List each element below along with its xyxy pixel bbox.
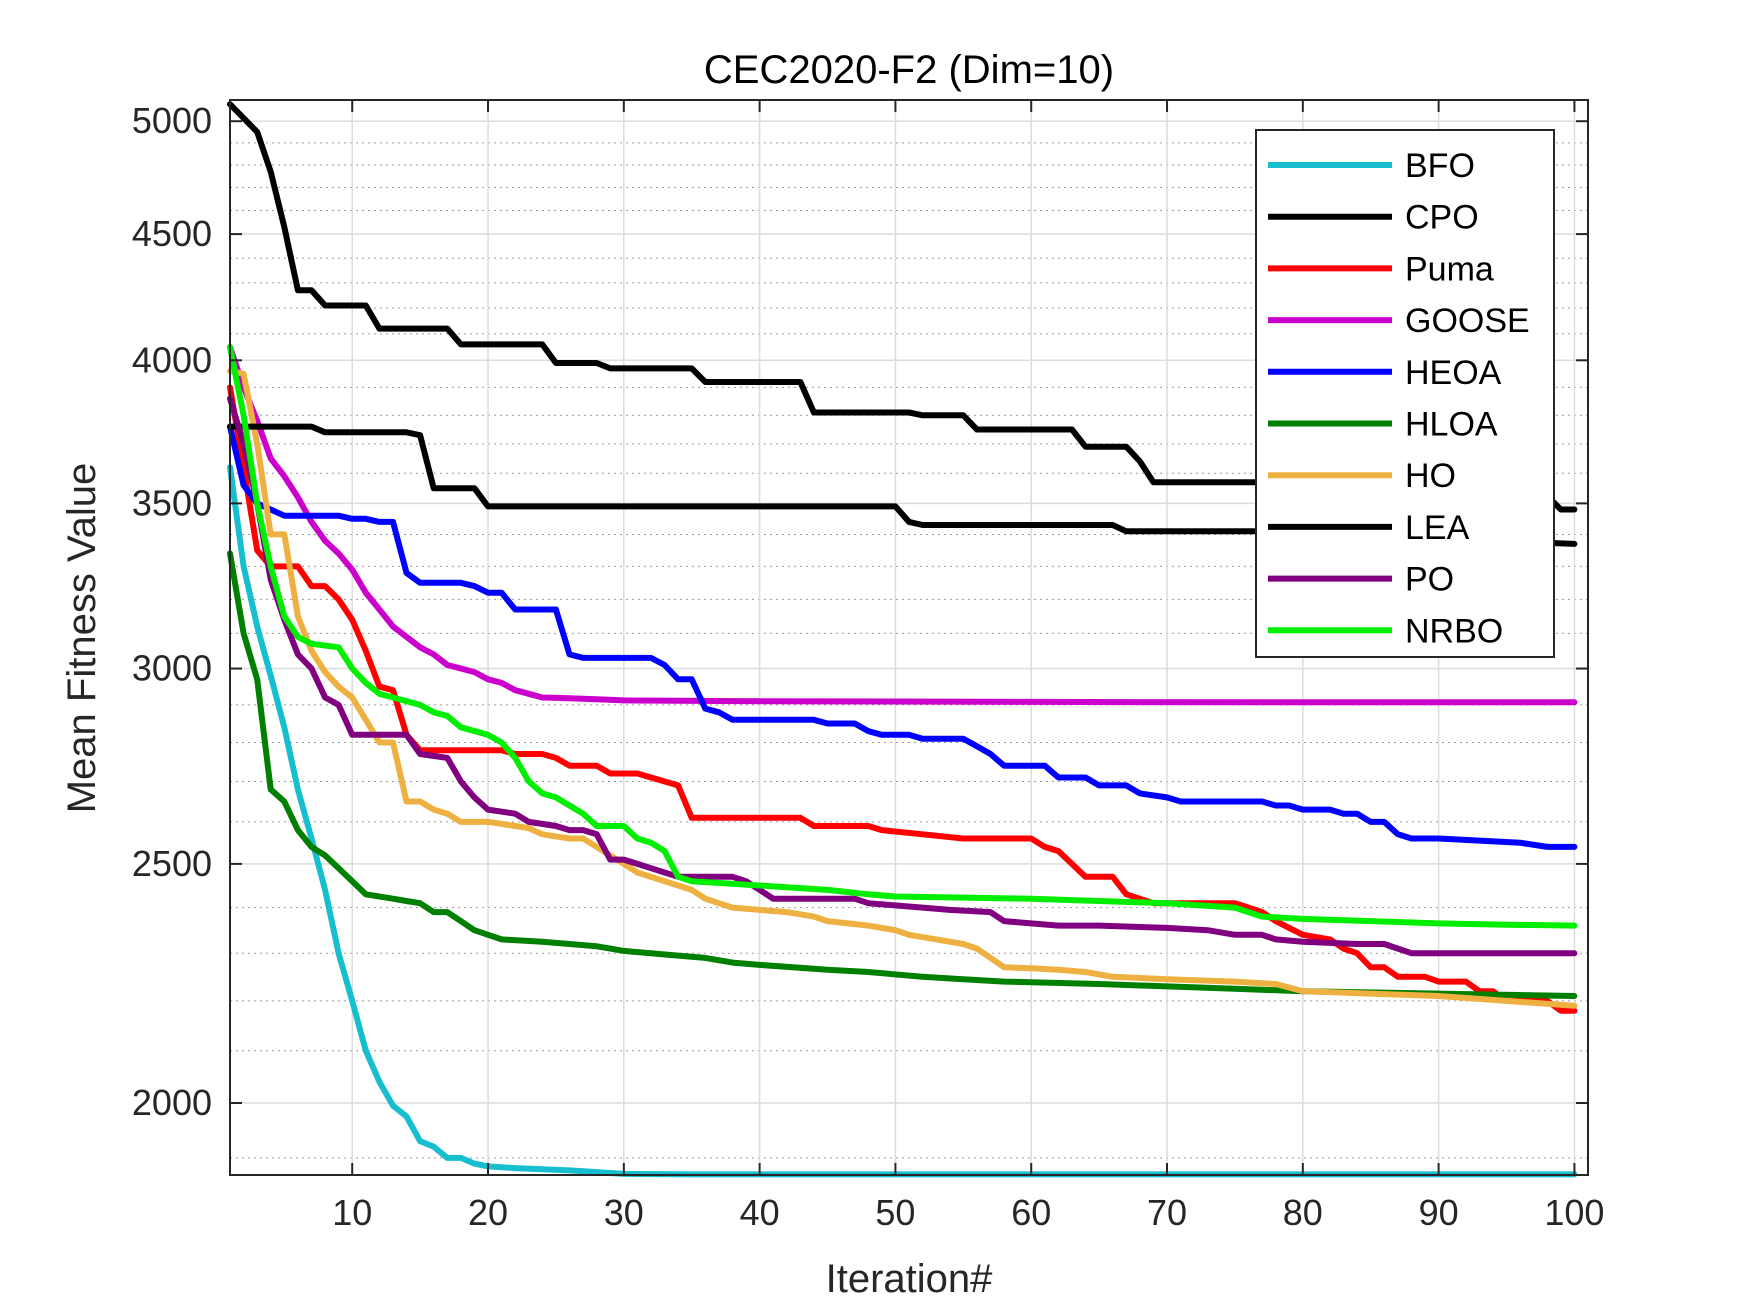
y-tick-label: 3500 — [132, 482, 212, 523]
legend-label: Puma — [1405, 250, 1494, 288]
x-tick-label: 60 — [1011, 1192, 1051, 1233]
x-tick-labels: 10 20 30 40 50 60 70 80 90 100 — [332, 1192, 1604, 1233]
legend-entry-lea: LEA — [1268, 509, 1470, 547]
series-line-bfo — [227, 464, 1578, 1178]
legend-label: HLOA — [1405, 406, 1498, 444]
legend-entry-goose: GOOSE — [1268, 302, 1530, 340]
y-tick-label: 4000 — [132, 339, 212, 380]
x-tick-label: 20 — [468, 1192, 508, 1233]
x-tick-label: 80 — [1283, 1192, 1323, 1233]
legend-entry-hloa: HLOA — [1268, 406, 1498, 444]
x-tick-label: 90 — [1419, 1192, 1459, 1233]
legend-label: HEOA — [1405, 354, 1502, 392]
y-tick-label: 4500 — [132, 213, 212, 254]
legend-label: GOOSE — [1405, 302, 1530, 340]
series-line-ho — [227, 368, 1578, 1009]
legend-entry-ho: HO — [1268, 457, 1456, 495]
y-tick-label: 5000 — [132, 100, 212, 141]
legend-label: HO — [1405, 457, 1456, 495]
series-line-po — [227, 395, 1578, 957]
legend-entry-po: PO — [1268, 561, 1454, 599]
x-tick-label: 100 — [1544, 1192, 1604, 1233]
y-tick-labels: 2000 2500 3000 3500 4000 4500 5000 — [132, 100, 212, 1123]
x-tick-label: 40 — [740, 1192, 780, 1233]
x-tick-label: 50 — [875, 1192, 915, 1233]
series-line-heoa — [227, 423, 1578, 850]
series-line-hloa — [227, 550, 1578, 999]
legend-entry-cpo: CPO — [1268, 199, 1479, 237]
y-axis-title: Mean Fitness Value — [60, 463, 104, 814]
series-line-puma — [227, 384, 1578, 1014]
x-axis-title: Iteration# — [826, 1257, 994, 1301]
series-line-goose — [227, 344, 1578, 706]
series-line-cpo — [227, 101, 1578, 513]
legend-entry-puma: Puma — [1268, 250, 1494, 288]
plot-area-frame — [229, 99, 1589, 1176]
legend-entry-heoa: HEOA — [1268, 354, 1502, 392]
x-tick-label: 30 — [604, 1192, 644, 1233]
legend-label: CPO — [1405, 199, 1479, 237]
x-tick-label: 10 — [332, 1192, 372, 1233]
legend-label: BFO — [1405, 147, 1475, 185]
series-lines — [227, 101, 1578, 1178]
series-line-nrbo — [227, 344, 1578, 929]
axis-ticks — [230, 100, 1588, 1175]
x-tick-label: 70 — [1147, 1192, 1187, 1233]
legend: BFO CPO Puma GOOSE HEOA HLOA HO LEA PO NRBO — [1255, 129, 1555, 658]
legend-entry-nrbo: NRBO — [1268, 612, 1503, 650]
legend-entry-bfo: BFO — [1268, 147, 1475, 185]
legend-label: PO — [1405, 561, 1454, 599]
series-line-lea — [227, 423, 1578, 547]
y-tick-label: 2500 — [132, 843, 212, 884]
y-tick-label: 2000 — [132, 1082, 212, 1123]
legend-label: LEA — [1405, 509, 1470, 547]
y-tick-label: 3000 — [132, 648, 212, 689]
chart-title: CEC2020-F2 (Dim=10) — [704, 48, 1114, 92]
legend-label: NRBO — [1405, 612, 1503, 650]
